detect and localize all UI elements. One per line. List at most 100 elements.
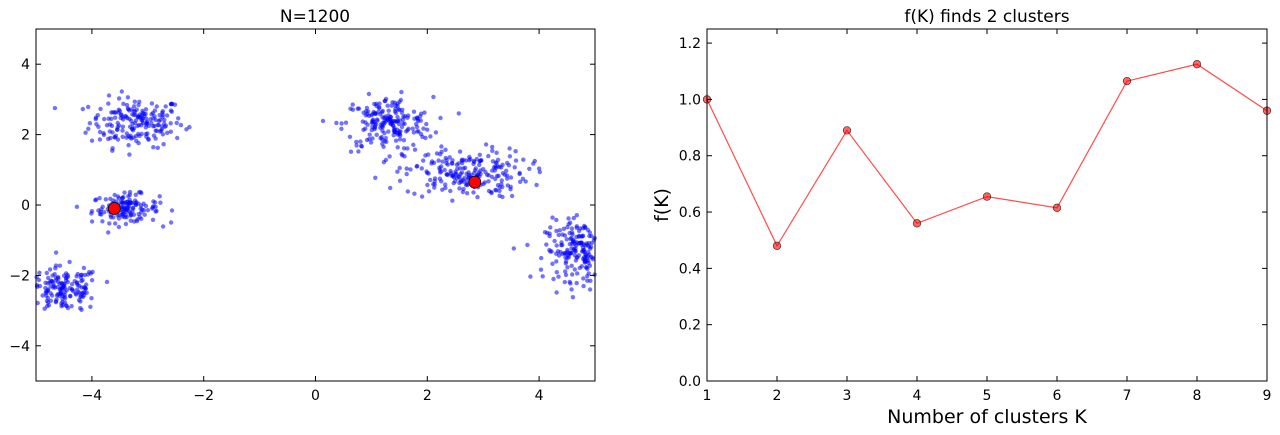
scatter-point bbox=[144, 120, 150, 126]
scatter-point bbox=[136, 131, 141, 137]
scatter-point bbox=[126, 143, 131, 148]
fk-point bbox=[1052, 203, 1062, 212]
scatter-point bbox=[412, 147, 418, 152]
scatter-point bbox=[572, 253, 578, 258]
scatter-point bbox=[334, 120, 339, 126]
y-tick-label: 0.6 bbox=[679, 205, 701, 221]
scatter-point bbox=[513, 149, 518, 154]
scatter-point bbox=[548, 225, 553, 230]
scatter-point bbox=[460, 189, 466, 195]
scatter-point bbox=[161, 142, 166, 147]
scatter-point bbox=[499, 178, 504, 183]
scatter-point bbox=[106, 101, 111, 106]
scatter-point bbox=[579, 240, 584, 245]
scatter-point bbox=[386, 129, 391, 134]
scatter-point bbox=[556, 253, 562, 258]
scatter-point bbox=[466, 172, 472, 178]
scatter-point bbox=[135, 123, 140, 129]
scatter-point bbox=[582, 255, 587, 260]
fk-point bbox=[842, 126, 852, 135]
scatter-point bbox=[414, 121, 419, 127]
scatter-point bbox=[448, 188, 453, 194]
scatter-point bbox=[45, 300, 51, 305]
scatter-point bbox=[125, 106, 131, 111]
scatter-point bbox=[380, 124, 385, 130]
scatter-point bbox=[360, 119, 365, 124]
scatter-point bbox=[108, 215, 114, 220]
scatter-point bbox=[106, 116, 111, 121]
scatter-point bbox=[79, 278, 84, 284]
scatter-point bbox=[549, 249, 554, 254]
scatter-point bbox=[569, 226, 575, 231]
scatter-point bbox=[37, 270, 42, 275]
scatter-point bbox=[387, 154, 392, 159]
scatter-point bbox=[512, 165, 517, 170]
scatter-point bbox=[113, 221, 118, 226]
scatter-point bbox=[433, 130, 439, 135]
scatter-point bbox=[106, 93, 112, 98]
scatter-point bbox=[401, 138, 407, 143]
scatter-point bbox=[432, 178, 437, 184]
scatter-point bbox=[350, 107, 356, 112]
x-axis-label: Number of clusters K bbox=[887, 406, 1087, 428]
scatter-point bbox=[443, 147, 448, 152]
scatter-point bbox=[457, 166, 463, 171]
scatter-point bbox=[438, 152, 443, 157]
y-tick-label: 0.2 bbox=[679, 318, 701, 334]
scatter-point bbox=[584, 241, 589, 246]
scatter-point bbox=[42, 306, 47, 311]
scatter-point bbox=[451, 180, 456, 186]
scatter-point bbox=[402, 121, 407, 127]
line-panel: f(K) finds 2 clusters 1 2 3 4 5 6 7 8 9 0.0 0.2 0.4… bbox=[651, 7, 1271, 428]
scatter-point bbox=[460, 177, 465, 183]
scatter-point bbox=[156, 122, 161, 128]
scatter-point bbox=[354, 139, 359, 145]
scatter-point bbox=[98, 106, 103, 112]
scatter-point bbox=[390, 123, 396, 128]
scatter-point bbox=[387, 117, 392, 122]
scatter-point bbox=[570, 272, 575, 277]
scatter-point bbox=[399, 89, 404, 95]
scatter-point bbox=[51, 285, 56, 290]
scatter-point bbox=[79, 285, 84, 290]
y-tick-label: 0 bbox=[21, 198, 30, 214]
scatter-point bbox=[432, 182, 437, 187]
scatter-point bbox=[565, 265, 570, 270]
scatter-point bbox=[477, 152, 482, 157]
scatter-point bbox=[93, 197, 99, 202]
scatter-point bbox=[339, 121, 344, 126]
scatter-point bbox=[45, 281, 51, 286]
scatter-point bbox=[431, 160, 437, 165]
scatter-point bbox=[132, 219, 137, 224]
scatter-point bbox=[118, 199, 124, 204]
scatter-point bbox=[479, 158, 484, 163]
scatter-point bbox=[136, 140, 141, 146]
scatter-point bbox=[347, 134, 353, 139]
scatter-point bbox=[356, 149, 361, 154]
scatter-point bbox=[355, 106, 360, 111]
y-tick-label: 0.8 bbox=[679, 149, 701, 165]
scatter-point bbox=[168, 121, 173, 126]
x-tick-label: 9 bbox=[1263, 388, 1272, 404]
scatter-point bbox=[395, 118, 400, 124]
scatter-point bbox=[421, 126, 426, 131]
scatter-point bbox=[447, 155, 452, 160]
scatter-point bbox=[364, 137, 370, 143]
scatter-point bbox=[457, 180, 462, 186]
scatter-point bbox=[115, 124, 120, 130]
y-tick-label: 0.0 bbox=[679, 374, 701, 390]
scatter-point bbox=[53, 300, 59, 305]
scatter-panel: N=1200 −4 −2 0 2 4 −4 −2 0 2 4 bbox=[9, 7, 597, 404]
scatter-point bbox=[149, 101, 155, 106]
scatter-point bbox=[508, 184, 513, 189]
cluster-center-marker bbox=[107, 202, 121, 215]
scatter-point bbox=[153, 117, 158, 123]
scatter-point bbox=[411, 109, 417, 114]
scatter-point bbox=[509, 193, 515, 199]
scatter-point bbox=[489, 174, 495, 180]
scatter-point bbox=[569, 287, 574, 292]
scatter-point bbox=[350, 102, 355, 107]
scatter-point bbox=[457, 149, 463, 154]
scatter-point bbox=[47, 267, 53, 272]
scatter-point bbox=[464, 178, 470, 183]
